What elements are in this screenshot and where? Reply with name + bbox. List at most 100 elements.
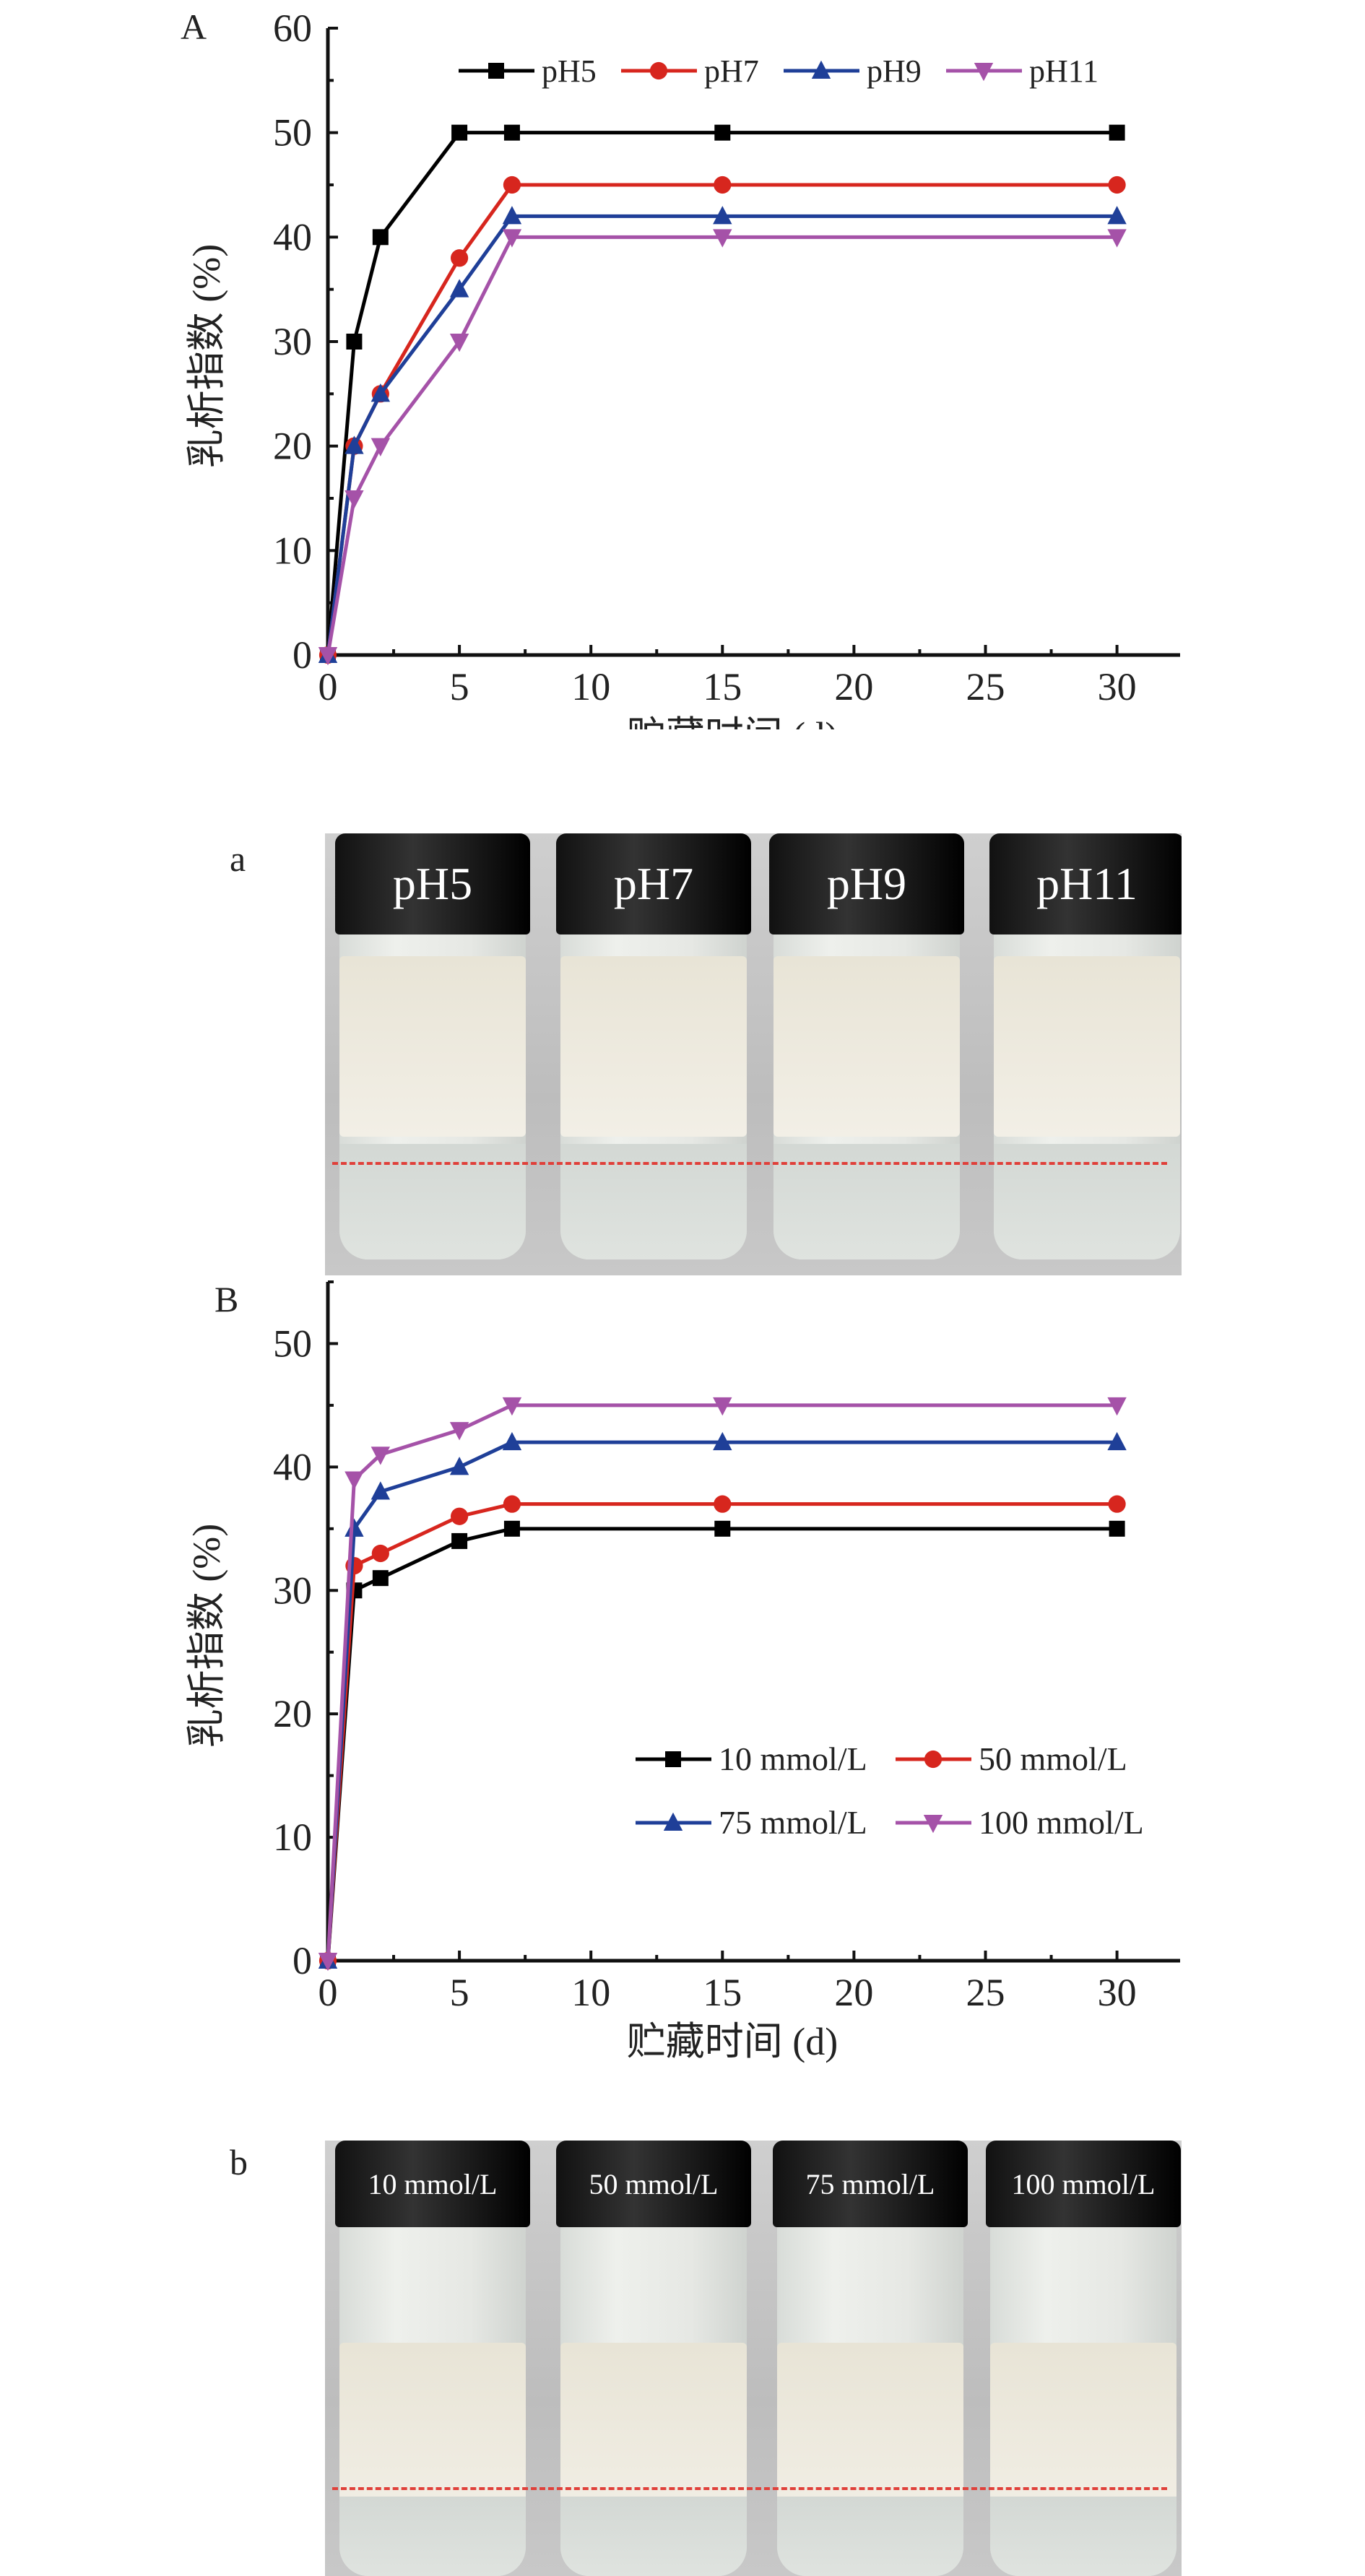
serum-layer [990, 2497, 1176, 2576]
data-point [503, 124, 520, 141]
data-point [318, 647, 338, 666]
x-tick-label: 5 [450, 1971, 469, 2014]
vial: pH5 [335, 833, 530, 1259]
y-axis-label: 乳析指数 (%) [185, 244, 228, 468]
data-point [1109, 124, 1125, 141]
series-ph5 [320, 124, 1125, 663]
serum-layer [339, 1144, 526, 1259]
vial-cap: 100 mmol/L [986, 2141, 1181, 2227]
emulsion-layer [560, 956, 747, 1137]
data-point [713, 1431, 732, 1451]
vial-cap: pH7 [556, 833, 751, 934]
vial: 50 mmol/L [556, 2141, 751, 2576]
data-point [449, 1457, 469, 1475]
serum-layer [339, 2497, 526, 2576]
panel-label-b: b [230, 2142, 248, 2182]
data-point [370, 1447, 391, 1465]
x-axis-label: 贮藏时间 (d) [627, 2020, 838, 2063]
vial-label: pH5 [392, 858, 473, 909]
vial-label: pH11 [1036, 858, 1138, 909]
legend-marker [924, 1750, 942, 1769]
data-point [502, 229, 522, 248]
data-point [346, 334, 363, 350]
x-tick-label: 10 [571, 665, 610, 708]
data-point [450, 249, 469, 267]
vial-glass [560, 927, 747, 1259]
vial: pH9 [769, 833, 964, 1259]
legend-label: pH7 [704, 53, 759, 89]
vial-label: pH9 [826, 858, 907, 909]
series-100-mmol-l [318, 1397, 1127, 1972]
data-point [503, 175, 521, 194]
y-tick-label: 20 [273, 425, 312, 468]
legend-label: pH5 [542, 53, 597, 89]
serum-layer [994, 1144, 1180, 1259]
series-line [326, 1403, 1117, 1961]
series-line [326, 1502, 1117, 1961]
data-point [344, 1518, 364, 1537]
data-point [503, 1520, 520, 1537]
legend-marker [974, 63, 994, 82]
legend-label: 10 mmol/L [719, 1740, 867, 1777]
series-ph9 [318, 206, 1127, 663]
y-tick-label: 40 [273, 1445, 312, 1488]
data-point [449, 1422, 469, 1441]
series-line [326, 235, 1117, 656]
data-point [502, 1431, 522, 1451]
data-point [370, 383, 391, 402]
panel-label-a: a [230, 838, 246, 879]
series-ph11 [318, 229, 1127, 666]
y-tick-label: 60 [273, 6, 312, 50]
y-tick-label: 50 [273, 1322, 312, 1365]
data-point [344, 1471, 364, 1490]
legend-item: 100 mmol/L [896, 1804, 1144, 1841]
vial: pH7 [556, 833, 751, 1259]
x-tick-label: 20 [834, 665, 873, 708]
data-point [1107, 206, 1127, 225]
vial-glass [990, 2220, 1176, 2576]
legend-label: pH11 [1029, 53, 1098, 89]
y-tick-label: 20 [273, 1692, 312, 1735]
y-tick-label: 0 [292, 1939, 312, 1982]
data-point [450, 1507, 469, 1525]
data-point [502, 1397, 522, 1416]
vial-glass [777, 2220, 963, 2576]
legend-marker [665, 1751, 681, 1767]
reference-dashed-line [332, 2487, 1167, 2490]
series-50-mmol-l [318, 1495, 1126, 1970]
vial: 100 mmol/L [986, 2141, 1181, 2576]
data-point [449, 334, 469, 352]
data-point [1107, 1397, 1127, 1416]
vial-glass [560, 2220, 747, 2576]
data-point [713, 206, 732, 225]
serum-layer [560, 2497, 747, 2576]
x-tick-label: 25 [966, 1971, 1005, 2014]
y-tick-label: 10 [273, 529, 312, 572]
vial-glass [994, 927, 1180, 1259]
legend-label: 100 mmol/L [979, 1804, 1144, 1841]
series-75-mmol-l [318, 1431, 1127, 1969]
data-point [344, 435, 364, 454]
series-line [326, 1440, 1117, 1961]
data-point [372, 1570, 389, 1587]
data-point [372, 229, 389, 246]
vial-cap: 75 mmol/L [773, 2141, 968, 2227]
legend-marker [649, 61, 668, 80]
vial-label: pH7 [613, 858, 694, 909]
data-point [714, 175, 732, 194]
vial: 75 mmol/L [773, 2141, 968, 2576]
legend-marker [663, 1812, 683, 1831]
data-point [714, 1495, 732, 1513]
x-tick-label: 10 [571, 1971, 610, 2014]
y-tick-label: 10 [273, 1816, 312, 1859]
data-point [714, 124, 731, 141]
serum-layer [777, 2497, 963, 2576]
serum-layer [774, 1144, 960, 1259]
data-point [713, 1397, 732, 1416]
series-ph7 [318, 175, 1126, 664]
vial-glass [774, 927, 960, 1259]
legend-marker [923, 1815, 943, 1834]
data-point [713, 229, 732, 248]
y-tick-label: 40 [273, 215, 312, 259]
vial-label: 50 mmol/L [589, 2167, 719, 2200]
